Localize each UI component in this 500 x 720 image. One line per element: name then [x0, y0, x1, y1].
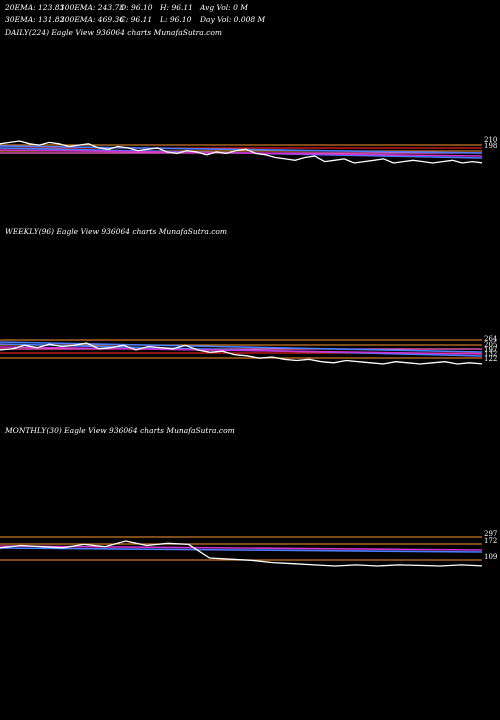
- stat-avg-vol: Avg Vol: 0 M: [200, 3, 248, 12]
- weekly-chart-title: WEEKLY(96) Eagle View 936064 charts Muna…: [5, 227, 228, 236]
- stat-20ema: 20EMA: 123.83: [5, 3, 65, 12]
- stat-30ema: 30EMA: 131.83: [5, 15, 65, 24]
- monthly-chart-title: MONTHLY(30) Eagle View 936064 charts Mun…: [5, 426, 235, 435]
- daily-ema-line-1: [0, 149, 483, 157]
- stat-high: H: 96.11: [160, 3, 193, 12]
- daily-chart-title: DAILY(224) Eagle View 936064 charts Muna…: [5, 28, 222, 37]
- monthly-price-line: [0, 540, 483, 567]
- stat-open: O: 96.10: [120, 3, 153, 12]
- stat-day-vol: Day Vol: 0.008 M: [200, 15, 266, 24]
- weekly-axis-label-0: 264: [484, 335, 498, 343]
- monthly-axis-label-1: 172: [484, 537, 497, 545]
- weekly-axis-label-1: 205: [484, 341, 497, 349]
- monthly-ema-line-0: [0, 547, 483, 553]
- monthly-axis-label-2: 109: [484, 553, 497, 561]
- weekly-axis-label-3: 132: [484, 350, 497, 358]
- daily-axis-label-1: 198: [484, 142, 497, 150]
- weekly-ema-line-1: [0, 346, 483, 355]
- daily-price-line: [0, 140, 483, 164]
- daily-axis-label-0: 210: [484, 136, 497, 144]
- stat-100ema: 100EMA: 243.73: [60, 3, 125, 12]
- stat-close: C: 96.11: [120, 15, 153, 24]
- weekly-axis-label-2: 197: [484, 346, 497, 354]
- weekly-price-line: [0, 342, 483, 365]
- stat-200ema: 200EMA: 469.36: [60, 15, 125, 24]
- monthly-axis-label-0: 297: [484, 530, 497, 538]
- weekly-axis-label-4: 122: [484, 355, 497, 363]
- monthly-ema-line-1: [0, 545, 483, 551]
- stat-low: L: 96.10: [160, 15, 192, 24]
